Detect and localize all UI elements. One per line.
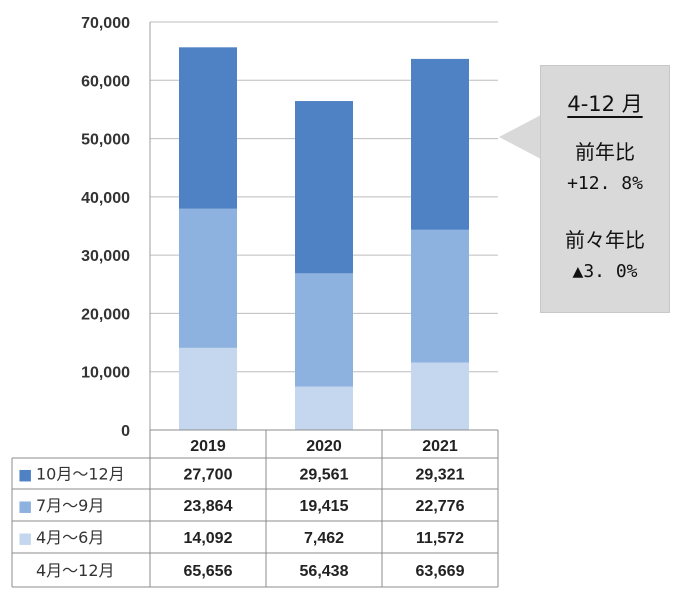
callout-pointer (499, 115, 541, 159)
table-cell-value: 14,092 (184, 530, 233, 547)
table-cell-value: 56,438 (300, 563, 349, 580)
bar-segment (295, 386, 353, 430)
table-cell-value: 27,700 (184, 467, 233, 484)
table-cell-value: 29,321 (416, 467, 465, 484)
table-cell-value: 11,572 (416, 530, 464, 547)
table-cell-value: 65,656 (184, 563, 233, 580)
x-category-label: 2019 (190, 438, 226, 455)
y-tick-label: 10,000 (81, 365, 130, 382)
x-category-label: 2020 (306, 438, 342, 455)
bar-segment (295, 101, 353, 274)
y-tick-label: 50,000 (81, 132, 130, 149)
legend-label: 10月～12月 (36, 465, 125, 484)
table-cell-value: 63,669 (416, 563, 465, 580)
legend-label: 7月～9月 (36, 496, 104, 515)
y-tick-label: 60,000 (81, 73, 130, 90)
bar-segment (411, 362, 469, 430)
bar-segment (295, 273, 353, 387)
legend-label: 4月～12月 (36, 561, 115, 580)
bar-segment (179, 347, 237, 430)
callout-yoy-label: 前年比 (575, 140, 635, 164)
y-tick-label: 40,000 (81, 190, 130, 207)
y-tick-label: 30,000 (81, 248, 130, 265)
table-cell-value: 7,462 (304, 530, 344, 547)
bar-segment (411, 58, 469, 230)
callout-yoy2-label: 前々年比 (565, 228, 645, 252)
legend-swatch: ■ (18, 466, 32, 484)
y-tick-label: 70,000 (81, 15, 130, 32)
y-tick-label: 0 (121, 423, 130, 440)
legend-swatch: ■ (18, 529, 32, 547)
bar-segment (179, 208, 237, 348)
yoy-callout: 4-12 月 前年比 +12. 8% 前々年比 ▲3. 0% (540, 65, 670, 313)
table-cell-value: 22,776 (416, 498, 465, 515)
table-cell-value: 19,415 (300, 498, 349, 515)
legend-label: 4月～6月 (36, 528, 104, 547)
callout-yoy-value: +12. 8% (567, 173, 643, 194)
table-cell-value: 29,561 (300, 467, 349, 484)
table-cell-value: 23,864 (184, 498, 233, 515)
y-tick-label: 20,000 (81, 306, 130, 323)
legend-swatch: ■ (18, 497, 32, 515)
x-category-label: 2021 (422, 438, 458, 455)
bar-segment (411, 229, 469, 363)
callout-period: 4-12 月 (567, 92, 643, 116)
callout-yoy2-value: ▲3. 0% (572, 261, 638, 282)
bar-segment (179, 47, 237, 209)
